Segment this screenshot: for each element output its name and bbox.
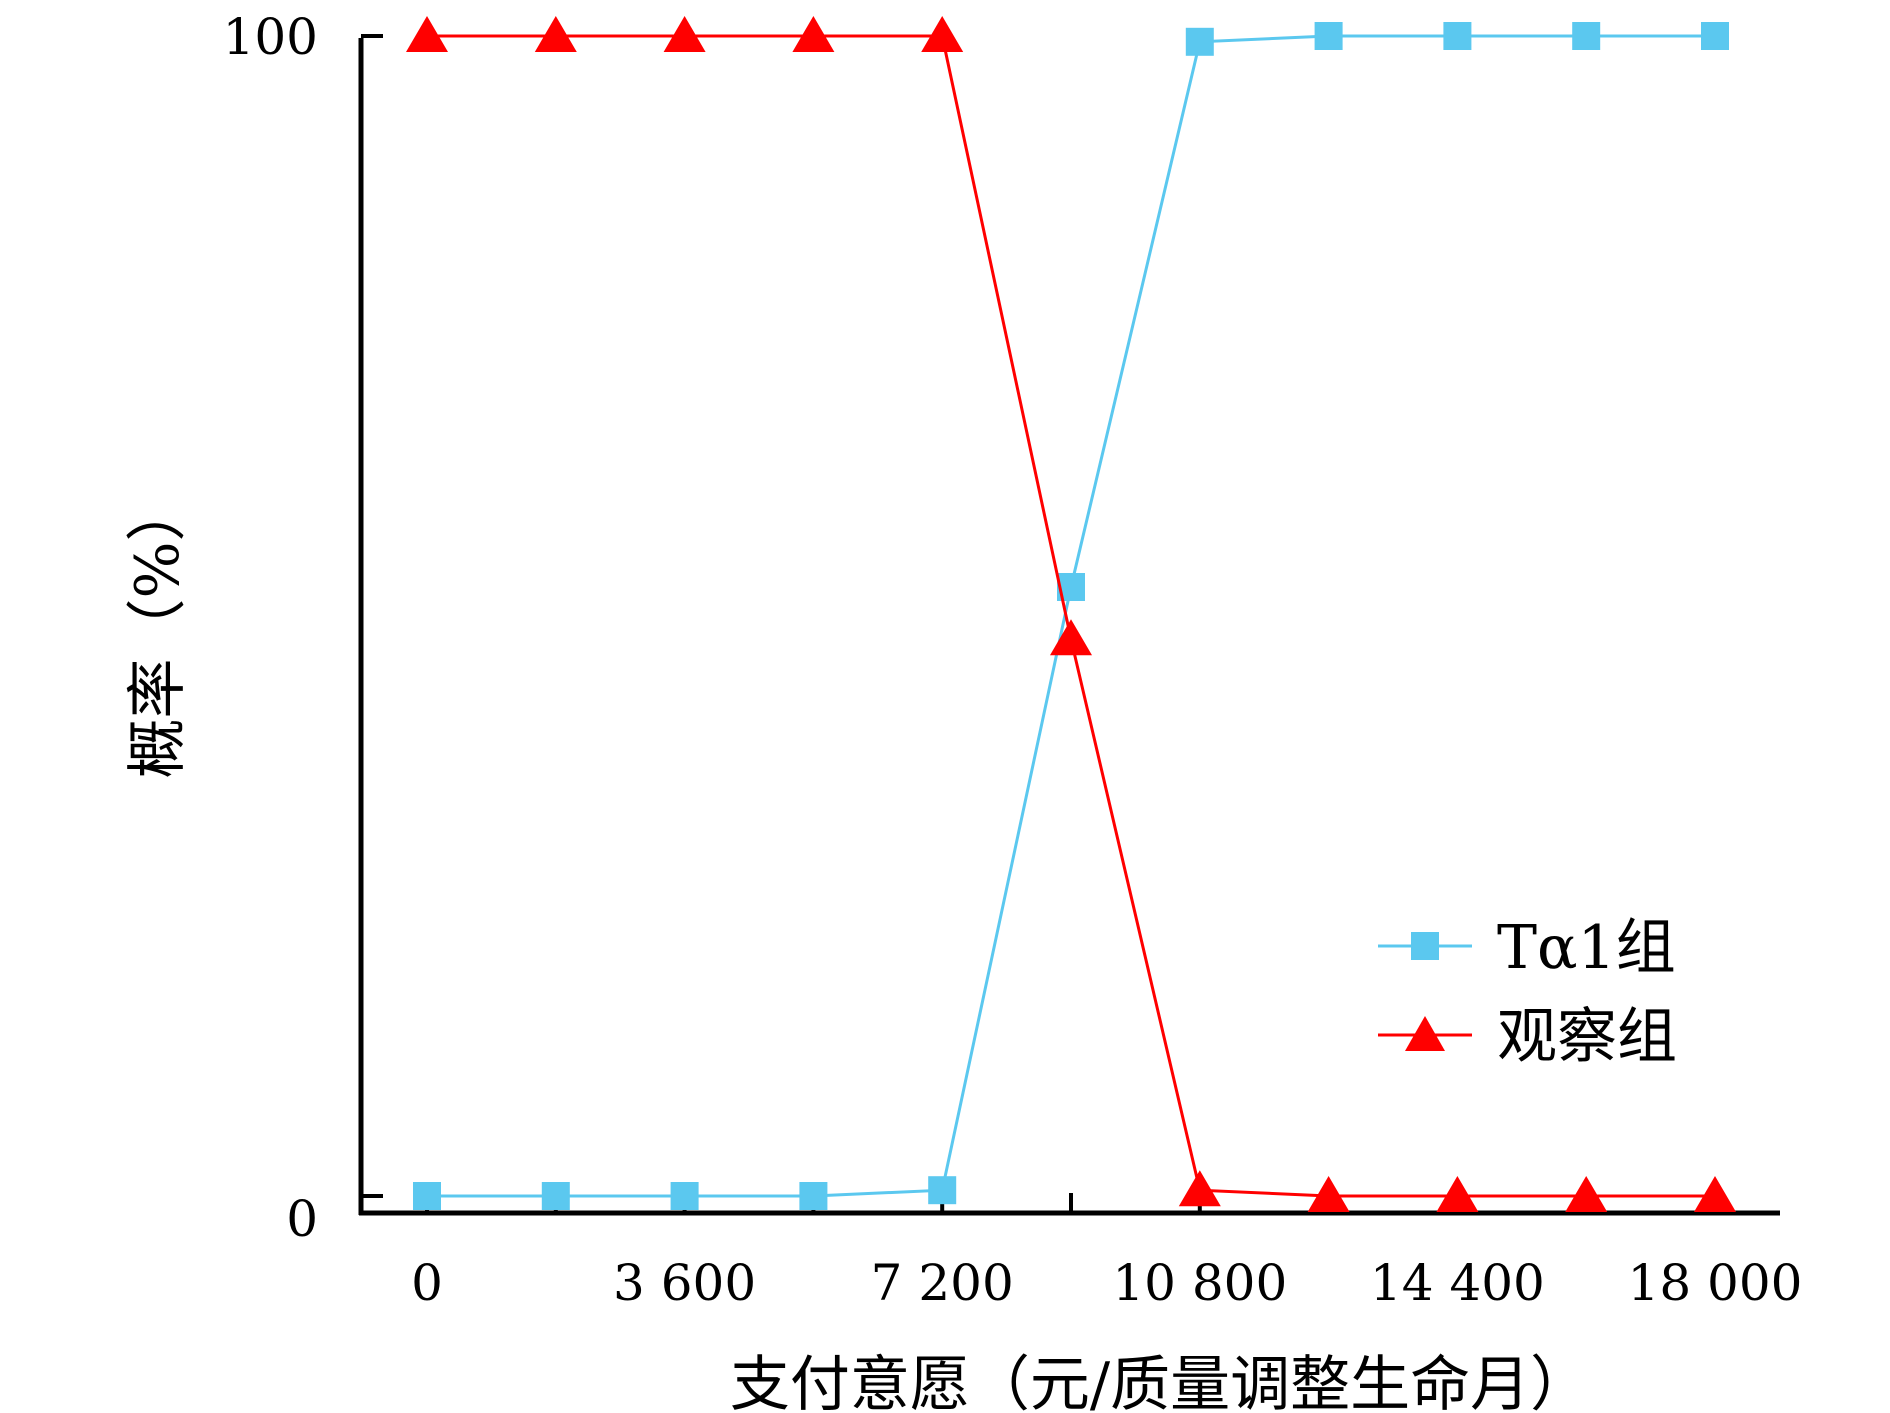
data-point-triangle (921, 16, 964, 52)
x-tick-label: 10 800 (1112, 1254, 1287, 1312)
x-tick-label: 7 200 (871, 1254, 1014, 1312)
x-axis-title: 支付意愿（元/质量调整生命月） (730, 1350, 1590, 1413)
x-tick-label: 0 (411, 1254, 443, 1312)
data-point-triangle (1307, 1176, 1350, 1212)
data-point-triangle (1436, 1176, 1479, 1212)
y-tick-label: 100 (223, 8, 318, 66)
data-point-square (799, 1182, 828, 1210)
data-point-triangle (792, 16, 835, 52)
legend-label-observation: 观察组 (1497, 1002, 1677, 1072)
plot-area: 0 3 600 7 200 10 800 14 400 18 000 0 100 (223, 8, 1803, 1312)
legend-item-observation: 观察组 (1378, 1002, 1677, 1072)
y-tick-label: 0 (286, 1190, 318, 1248)
legend-item-ta1: Tα1组 (1378, 913, 1676, 983)
data-point-triangle (1050, 619, 1092, 656)
data-point-square (928, 1176, 957, 1205)
legend-marker-observation (1405, 1016, 1445, 1051)
data-point-square (413, 1182, 441, 1210)
data-point-square (541, 1182, 570, 1210)
y-axis-title: 概率（%） (123, 481, 193, 778)
series-observation (406, 16, 1736, 1212)
data-point-triangle (406, 16, 448, 52)
data-point-square (1443, 22, 1472, 50)
series-layer (406, 16, 1736, 1212)
legend: Tα1组 观察组 (1378, 913, 1677, 1072)
data-point-square (1701, 22, 1729, 50)
data-point-square (1314, 22, 1343, 50)
data-point-triangle (663, 16, 706, 52)
legend-marker-ta1 (1411, 932, 1439, 960)
y-ticks: 0 100 (223, 8, 383, 1248)
data-point-triangle (1565, 1176, 1608, 1212)
legend-label-ta1: Tα1组 (1497, 913, 1676, 983)
data-point-triangle (1694, 1176, 1736, 1212)
x-tick-label: 14 400 (1370, 1254, 1545, 1312)
data-point-square (1572, 22, 1601, 50)
series-ta1 (413, 22, 1729, 1210)
x-ticks: 0 3 600 7 200 10 800 14 400 18 000 (411, 1193, 1802, 1312)
x-tick-label: 3 600 (613, 1254, 756, 1312)
data-point-triangle (1178, 1170, 1221, 1207)
x-tick-label: 18 000 (1628, 1254, 1803, 1312)
data-point-square (1185, 27, 1214, 56)
data-point-triangle (534, 16, 577, 52)
data-point-square (670, 1182, 699, 1210)
